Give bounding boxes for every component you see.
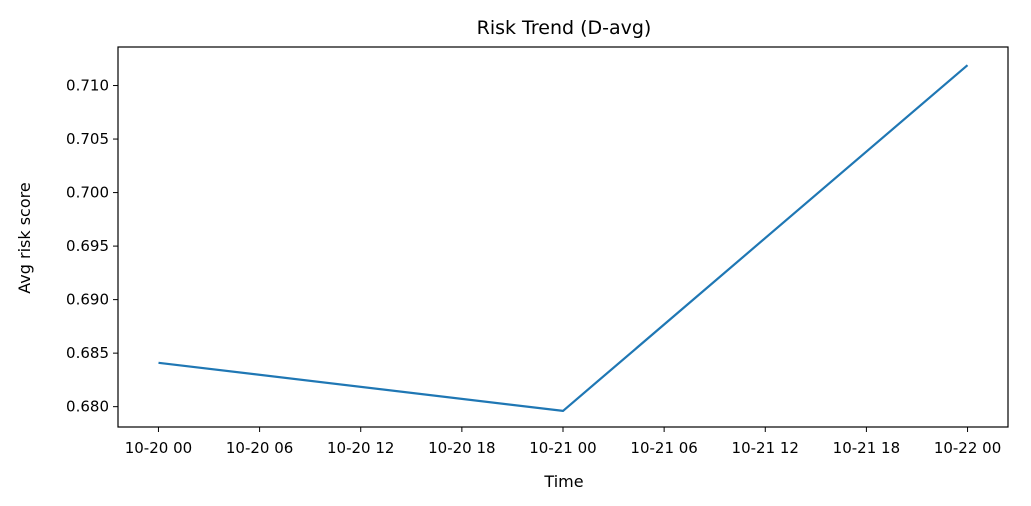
x-tick-label: 10-20 12 (327, 439, 394, 457)
x-axis-label: Time (543, 472, 583, 491)
y-tick-label: 0.700 (66, 184, 109, 202)
x-tick-label: 10-20 18 (428, 439, 495, 457)
y-axis: 0.680 0.685 0.690 0.695 0.700 0.705 0.710 (66, 77, 118, 416)
y-tick-label: 0.710 (66, 77, 109, 95)
plot-area (117, 46, 1009, 428)
plot-frame (117, 46, 1009, 428)
x-tick-label: 10-21 18 (833, 439, 900, 457)
y-tick-label: 0.695 (66, 237, 109, 255)
x-tick-label: 10-20 06 (226, 439, 293, 457)
y-tick-label: 0.705 (66, 130, 109, 148)
chart-title: Risk Trend (D-avg) (477, 17, 652, 39)
series-line (158, 64, 969, 412)
x-tick-label: 10-22 00 (934, 439, 1001, 457)
x-tick-label: 10-21 06 (630, 439, 697, 457)
y-tick-label: 0.690 (66, 291, 109, 309)
series-layer (158, 64, 969, 412)
y-axis-label: Avg risk score (15, 182, 34, 293)
x-tick-label: 10-21 12 (732, 439, 799, 457)
y-tick-label: 0.680 (66, 398, 109, 416)
x-tick-label: 10-21 00 (529, 439, 596, 457)
x-tick-label: 10-20 00 (125, 439, 192, 457)
y-tick-label: 0.685 (66, 344, 109, 362)
x-axis: 10-20 00 10-20 06 10-20 12 10-20 18 10-21 00… (125, 427, 1001, 457)
